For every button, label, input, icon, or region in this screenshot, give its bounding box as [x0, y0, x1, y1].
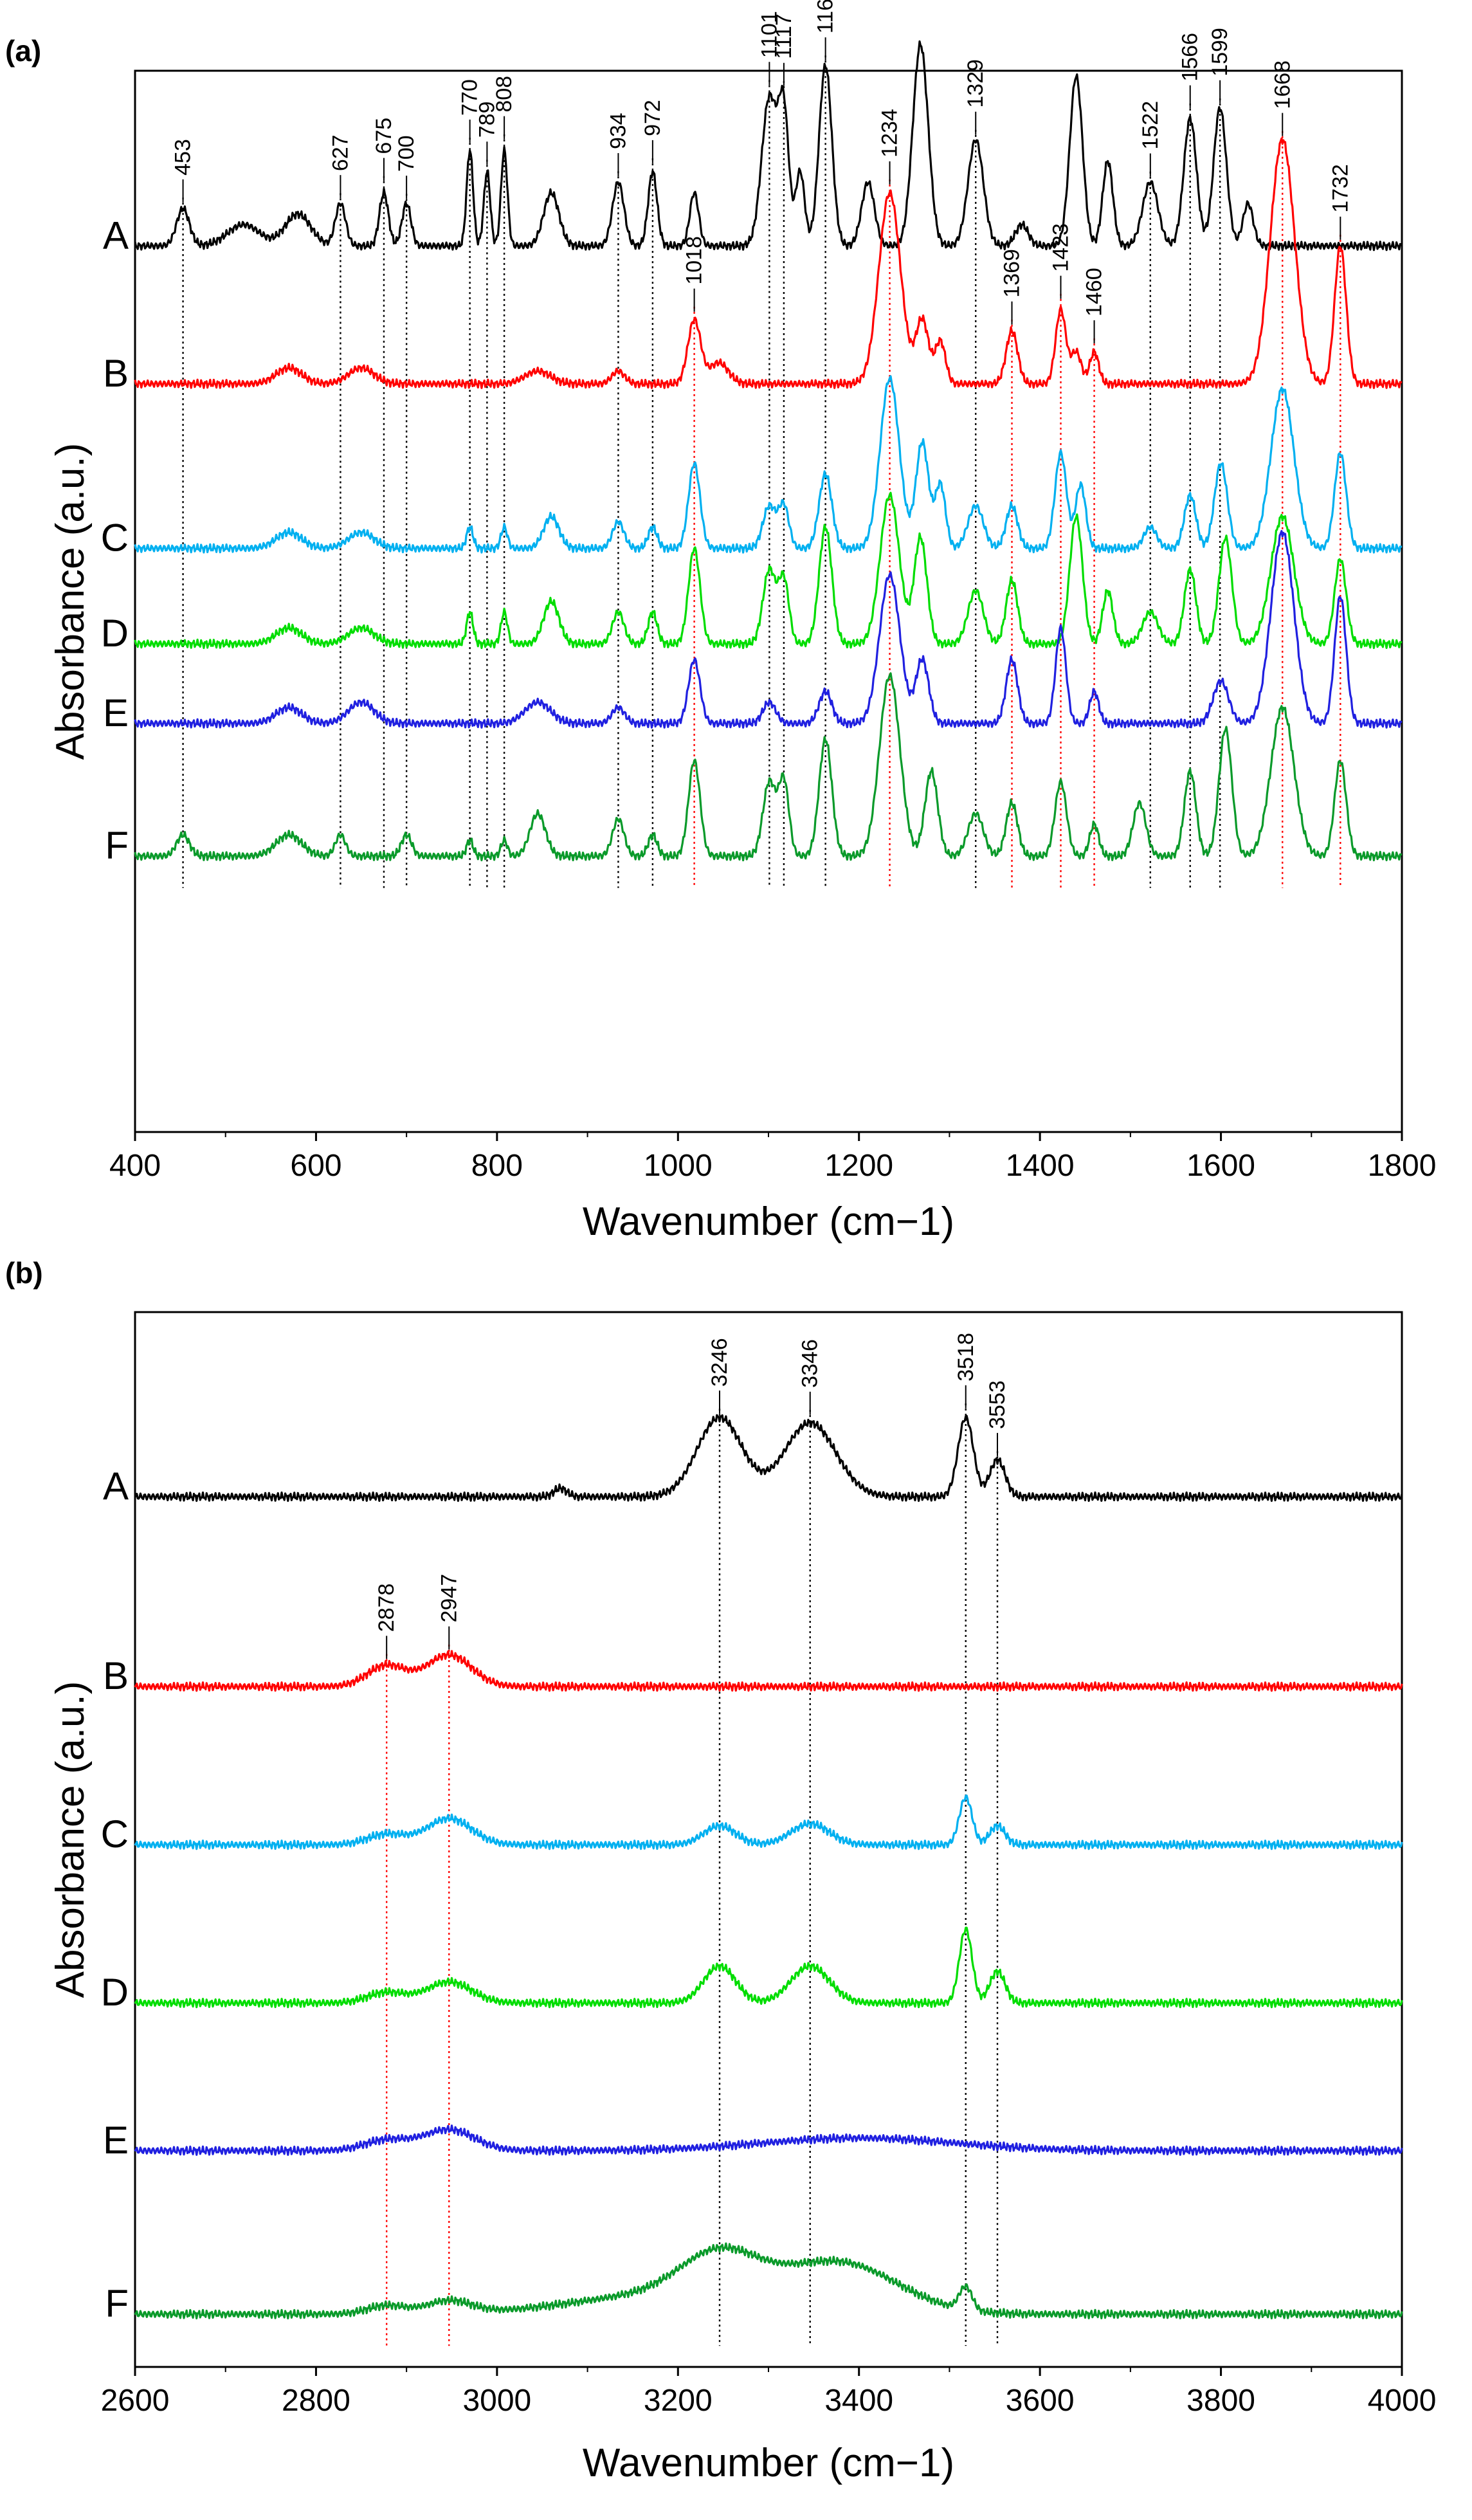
- peak-label: 1018: [682, 236, 707, 285]
- panel-b-reference-lines: [385, 1403, 999, 2346]
- peak-label: 2947: [437, 1574, 461, 1623]
- x-tick-label: 1600: [1186, 1149, 1255, 1183]
- panel-a-x-axis-title: Wavenumber (cm−1): [583, 1200, 954, 1244]
- panel-b-x-ticks: 2600 2800 3000 3200 3400 3600 3800 4000: [101, 2367, 1437, 2418]
- peak-label: 1423: [1049, 223, 1073, 272]
- x-tick-label: 1400: [1006, 1149, 1075, 1183]
- peak-label: 1566: [1178, 33, 1203, 82]
- series-line-A: [134, 1414, 1403, 1502]
- series-label-F: F: [105, 824, 129, 867]
- series-line-A: [134, 40, 1403, 251]
- panel-a-series: [134, 40, 1403, 862]
- series-label-C: C: [101, 1812, 129, 1856]
- x-tick-label: 2600: [101, 2384, 170, 2418]
- peak-label: 1599: [1208, 28, 1232, 77]
- series-line-B: [134, 137, 1403, 389]
- series-line-F: [134, 672, 1403, 862]
- panel-a-frame: [134, 69, 1403, 1133]
- panel-b-x-axis-title: Wavenumber (cm−1): [583, 2441, 954, 2485]
- peak-label: 700: [394, 135, 419, 172]
- panel-b-series: [134, 1414, 1403, 2320]
- series-label-D: D: [101, 1971, 129, 2014]
- series-line-D: [134, 491, 1403, 650]
- peak-label: 808: [492, 76, 516, 113]
- peak-label: 1668: [1270, 60, 1295, 109]
- x-tick-label: 600: [290, 1149, 341, 1183]
- series-label-E: E: [103, 691, 129, 735]
- x-tick-label: 400: [109, 1149, 161, 1183]
- x-tick-label: 3400: [824, 2384, 893, 2418]
- peak-label: 1369: [1000, 249, 1024, 298]
- series-line-F: [134, 2242, 1403, 2320]
- peak-label: 1101: [757, 11, 781, 58]
- peak-label: 1117: [772, 14, 796, 59]
- peak-label: 3246: [707, 1338, 732, 1387]
- peak-label: 1460: [1082, 268, 1107, 316]
- peak-label: 675: [372, 118, 396, 154]
- x-tick-label: 1000: [644, 1149, 713, 1183]
- panel-b-peak-annotations: 3246 3346 3518 3553 2878 2947: [374, 1333, 1010, 1659]
- x-tick-label: 2800: [282, 2384, 350, 2418]
- peak-label: 1329: [963, 59, 988, 108]
- peak-label: 1732: [1328, 164, 1352, 213]
- panel-a-y-axis-title: Absorbance (a.u.): [48, 443, 93, 760]
- series-label-B: B: [103, 352, 129, 395]
- peak-label: 2878: [374, 1584, 399, 1632]
- series-label-D: D: [101, 612, 129, 655]
- peak-label: 789: [475, 101, 499, 138]
- series-label-A: A: [103, 214, 129, 257]
- panel-a-x-ticks: 400 600 800 1000 1200 1400 1600 1800: [109, 1132, 1436, 1183]
- peak-label: 934: [606, 113, 630, 149]
- x-tick-label: 4000: [1368, 2384, 1437, 2418]
- peak-label: 1234: [878, 109, 902, 158]
- peak-label: 627: [328, 134, 352, 171]
- series-label-B: B: [103, 1654, 129, 1697]
- peak-label: 770: [458, 79, 482, 116]
- panel-b: (b) 3246 3346 3518 3553 2878 2947 2600 2800 300…: [5, 1256, 1436, 2485]
- series-line-E: [134, 530, 1403, 729]
- panel-a-label: (a): [5, 34, 41, 68]
- panel-b-label: (b): [5, 1256, 43, 1290]
- x-tick-label: 3000: [462, 2384, 531, 2418]
- peak-label: 3346: [798, 1339, 822, 1388]
- x-tick-label: 3800: [1186, 2384, 1255, 2418]
- panel-a-reference-lines: [182, 55, 1341, 888]
- peak-label: 3518: [954, 1333, 978, 1382]
- x-tick-label: 3600: [1006, 2384, 1075, 2418]
- series-label-E: E: [103, 2119, 129, 2162]
- panel-a-series-labels: A B C DE F: [101, 214, 129, 867]
- series-label-F: F: [105, 2282, 129, 2325]
- peak-label: 453: [171, 139, 195, 176]
- series-line-E: [134, 2124, 1403, 2156]
- x-tick-label: 3200: [644, 2384, 713, 2418]
- x-tick-label: 1200: [824, 1149, 893, 1183]
- peak-label: 1163: [813, 0, 838, 33]
- series-line-C: [134, 375, 1403, 554]
- panel-b-series-labels: A B C D E F: [101, 1465, 129, 2325]
- series-label-A: A: [103, 1465, 129, 1508]
- peak-label: 1522: [1138, 101, 1163, 150]
- peak-label: 972: [641, 100, 665, 136]
- series-label-C: C: [101, 516, 129, 560]
- series-line-C: [134, 1794, 1403, 1850]
- peak-label: 3553: [985, 1380, 1010, 1429]
- series-line-D: [134, 1926, 1403, 2009]
- x-tick-label: 800: [471, 1149, 523, 1183]
- panel-b-y-axis-title: Absorbance (a.u.): [48, 1681, 93, 1998]
- series-line-B: [134, 1650, 1403, 1692]
- x-tick-label: 1800: [1368, 1149, 1437, 1183]
